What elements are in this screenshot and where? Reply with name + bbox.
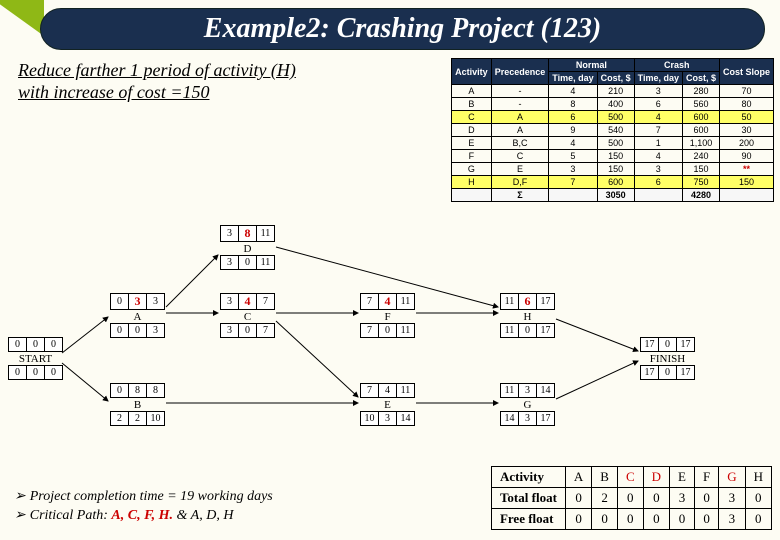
- float-table: ActivityABCDEFGHTotal float02003030Free …: [491, 466, 772, 530]
- title-band: Example2: Crashing Project (123): [40, 8, 765, 50]
- node-h: 11617H11017: [500, 293, 555, 338]
- summary-bullets: ➢Project completion time = 19 working da…: [14, 488, 273, 526]
- network-diagram: 000START000 033A003 088B2210 3811D3011 347C3…: [0, 225, 780, 465]
- node-finish: 17017FINISH17017: [640, 337, 695, 380]
- node-d: 3811D3011: [220, 225, 275, 270]
- crash-cost-table: ActivityPrecedenceNormalCrashCost SlopeT…: [451, 58, 774, 202]
- page-title: Example2: Crashing Project (123): [204, 13, 601, 45]
- node-start: 000START000: [8, 337, 63, 380]
- node-f: 7411F7011: [360, 293, 415, 338]
- accent-corner: [0, 0, 44, 36]
- node-g: 11314G14317: [500, 383, 555, 426]
- subtitle: Reduce farther 1 period of activity (H) …: [18, 60, 296, 103]
- node-a: 033A003: [110, 293, 165, 338]
- node-c: 347C307: [220, 293, 275, 338]
- node-e: 7411E10314: [360, 383, 415, 426]
- node-b: 088B2210: [110, 383, 165, 426]
